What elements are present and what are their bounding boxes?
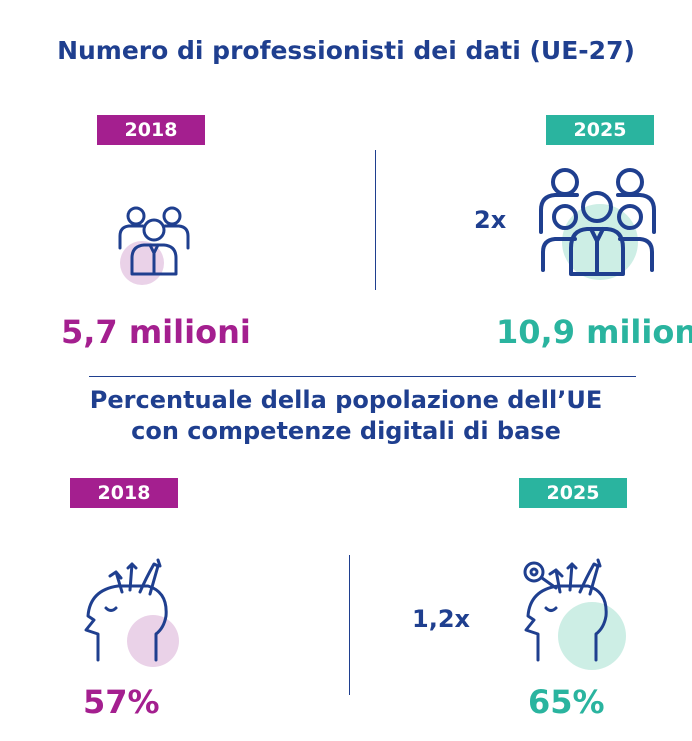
section2-title: Percentuale della popolazione dell’UE co… bbox=[0, 385, 692, 447]
multiplier-label: 1,2x bbox=[412, 605, 470, 633]
people-group-icon bbox=[539, 168, 656, 280]
section2-divider bbox=[349, 555, 350, 695]
section2-title-line1: Percentuale della popolazione dell’UE bbox=[89, 386, 603, 414]
head-tools-icon bbox=[523, 558, 626, 670]
value-2018: 5,7 milioni bbox=[61, 313, 251, 351]
value-2025: 10,9 milioni bbox=[496, 313, 692, 351]
head-tools-icon bbox=[84, 558, 179, 667]
section1-title: Numero di professionisti dei dati (UE-27… bbox=[57, 36, 635, 65]
year-badge-2025: 2025 bbox=[519, 478, 627, 508]
people-group-icon bbox=[118, 206, 190, 285]
section1-divider bbox=[375, 150, 376, 290]
year-badge-2025: 2025 bbox=[546, 115, 654, 145]
year-badge-2018: 2018 bbox=[70, 478, 178, 508]
value-2025-percent: 65% bbox=[528, 683, 605, 721]
value-2018-percent: 57% bbox=[83, 683, 160, 721]
year-badge-2018: 2018 bbox=[97, 115, 205, 145]
section-separator bbox=[89, 376, 636, 377]
section2-title-line2: con competenze digitali di base bbox=[131, 417, 561, 445]
multiplier-label: 2x bbox=[474, 206, 507, 234]
